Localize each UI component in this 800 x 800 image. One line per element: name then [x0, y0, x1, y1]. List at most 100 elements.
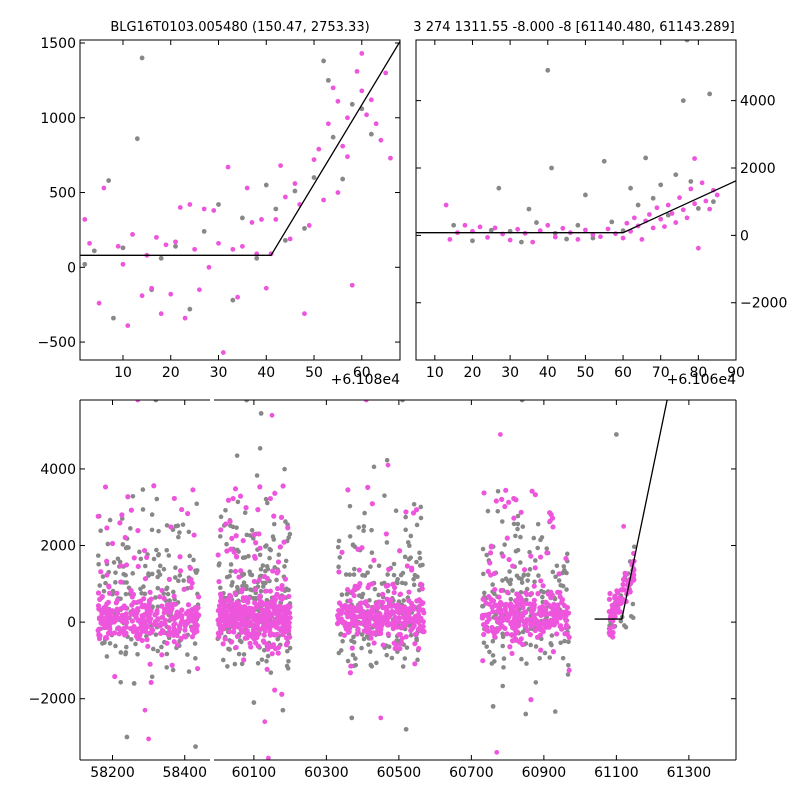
p3-point-primary — [196, 612, 202, 618]
p3-point-secondary — [248, 572, 253, 577]
p3-point-secondary — [385, 588, 391, 594]
p3-point-primary — [558, 623, 564, 629]
p3-point-secondary — [113, 643, 118, 649]
p2-point-primary — [684, 215, 690, 221]
p3-point-primary — [166, 576, 172, 582]
p3-point-primary — [234, 633, 241, 639]
p2-point-primary — [714, 192, 720, 198]
p3-point-primary — [544, 550, 550, 556]
p3-point-secondary — [149, 571, 155, 577]
p3-point-secondary — [490, 638, 496, 644]
p3-point-secondary — [240, 555, 246, 560]
p3-point-secondary — [224, 541, 229, 547]
p2-point-primary — [631, 215, 637, 221]
p3-point-primary — [161, 595, 167, 601]
p3-point-primary — [531, 583, 537, 589]
p3-point-secondary — [408, 632, 414, 638]
p3-point-primary — [112, 673, 118, 680]
p3-point-primary — [513, 629, 520, 635]
p3-point-primary — [177, 610, 183, 617]
p3-point-secondary — [562, 638, 567, 644]
p3-point-primary — [148, 679, 154, 686]
p3-point-primary — [114, 590, 120, 596]
p3-point-secondary — [394, 579, 400, 585]
p3-point-primary — [272, 490, 278, 496]
p3-point-primary — [352, 622, 358, 628]
p3-point-secondary — [259, 657, 265, 662]
p3-point-primary — [509, 619, 515, 625]
p3-point-secondary — [501, 665, 506, 670]
p3-point-primary — [257, 593, 263, 599]
p1-ytick-label: 0 — [67, 260, 76, 276]
p3-point-primary — [275, 650, 281, 656]
p3-point-primary — [118, 579, 124, 585]
p1-point-primary — [230, 246, 236, 252]
p2-xtick-label: 80 — [689, 365, 707, 381]
p1-point-secondary — [263, 182, 269, 188]
p3-point-primary — [282, 626, 288, 632]
p1-point-secondary — [330, 134, 336, 140]
p3-point-secondary — [176, 578, 181, 584]
p3-point-primary — [414, 616, 420, 622]
p3-point-primary — [361, 616, 368, 622]
p3-point-primary — [104, 572, 110, 578]
p3-point-secondary — [558, 582, 563, 588]
p3-point-secondary — [400, 664, 406, 669]
p3-point-secondary — [533, 644, 539, 649]
p3-xtick-label: 60300 — [304, 765, 349, 781]
p3-point-primary — [239, 621, 245, 627]
panel-top-left-x-offset: +6.108e4 — [331, 372, 400, 388]
p3-point-primary — [612, 614, 618, 620]
p3-point-secondary — [120, 542, 126, 547]
p3-point-secondary — [287, 531, 293, 537]
p3-point-primary — [248, 614, 254, 620]
p3-point-primary — [226, 629, 233, 635]
p2-point-secondary — [526, 206, 532, 212]
p3-point-secondary — [541, 589, 547, 595]
p3-point-primary — [507, 644, 513, 650]
p3-point-secondary — [271, 521, 277, 527]
p3-point-primary — [229, 607, 235, 613]
p3-point-secondary — [353, 656, 358, 661]
p3-point-primary — [365, 484, 371, 490]
p3-point-primary — [282, 576, 289, 582]
p3-point-secondary — [524, 661, 529, 666]
p2-point-secondary — [583, 192, 588, 198]
p3-point-secondary — [194, 568, 200, 573]
p3-point-primary — [345, 487, 351, 493]
p3-point-primary — [169, 662, 175, 668]
p3-point-primary — [510, 563, 516, 569]
p1-xtick-label: 60 — [353, 365, 371, 381]
p3-point-primary — [483, 600, 489, 606]
p3-point-primary — [497, 599, 504, 606]
p3-point-secondary — [417, 555, 423, 561]
p3-point-primary — [274, 612, 280, 618]
p3-point-primary — [231, 612, 237, 618]
p3-point-primary — [339, 549, 345, 555]
p3-point-primary — [348, 663, 354, 669]
p3-point-secondary — [228, 569, 234, 574]
p3-point-secondary — [508, 596, 514, 602]
p3-point-primary — [253, 640, 259, 646]
p3-point-primary — [148, 596, 154, 602]
p3-point-primary — [102, 484, 109, 490]
p3-point-primary — [231, 629, 237, 635]
p3-point-primary — [358, 600, 364, 606]
p3-point-primary — [243, 595, 249, 601]
p3-point-outlier — [621, 523, 627, 529]
p3-point-secondary — [217, 561, 222, 566]
p3-point-primary — [532, 627, 538, 634]
p3-point-secondary — [366, 642, 371, 647]
p1-point-primary — [383, 70, 389, 76]
p3-point-primary — [141, 547, 148, 554]
p3-point-primary — [99, 615, 105, 621]
p3-point-primary — [168, 524, 174, 530]
p3-point-secondary — [130, 494, 136, 499]
p3-point-primary — [253, 540, 259, 546]
p3-point-secondary — [118, 679, 123, 685]
p3-point-secondary — [186, 669, 192, 674]
p3-point-secondary — [411, 576, 416, 582]
p3-point-secondary — [284, 663, 290, 669]
p3-point-primary — [251, 578, 257, 585]
p3-point-secondary — [194, 501, 200, 507]
